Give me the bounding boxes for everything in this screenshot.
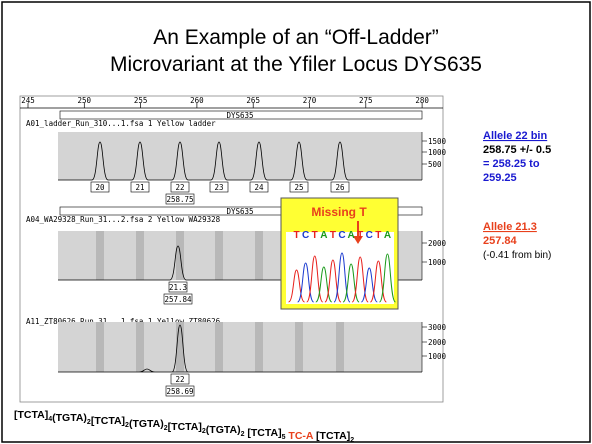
note-line: (-0.41 from bin) (483, 250, 551, 261)
allele-label: 21.3 (169, 283, 187, 292)
base-call: T (330, 230, 336, 241)
note-heading: Allele 21.3 (483, 221, 537, 233)
base-call: T (312, 230, 318, 241)
allele-label: 21 (135, 183, 144, 192)
bin-stripe (336, 322, 344, 372)
base-call: C (366, 230, 373, 241)
size-label: 257.84 (164, 295, 192, 304)
base-call: T (375, 230, 381, 241)
ruler-label: 245 (21, 96, 35, 105)
trace-area (58, 322, 422, 372)
bin-stripe (295, 322, 303, 372)
note-heading: Allele 22 bin (483, 130, 547, 142)
formula-part: [TCTA] (244, 427, 281, 439)
sample-name: A04_WA29328_Run_31...2.fsa 2 Yellow WA29… (26, 215, 221, 224)
formula-part: [TCTA] (14, 409, 48, 421)
y-tick-label: 2000 (428, 239, 447, 248)
ruler-label: 250 (78, 96, 92, 105)
allele-label: 22 (175, 375, 184, 384)
bin-stripe (136, 322, 144, 372)
y-tick-label: 3000 (428, 323, 447, 332)
y-tick-label: 1000 (428, 148, 447, 157)
formula-part: TC-A (286, 430, 314, 442)
note-line: 257.84 (483, 235, 518, 247)
formula-part: [TCTA] (91, 415, 125, 427)
marker-name: DYS635 (226, 207, 253, 216)
formula-part: (TGTA) (206, 424, 241, 436)
bin-stripe (96, 322, 104, 372)
bin-stripe (96, 231, 104, 280)
formula-part: (TGTA) (52, 412, 87, 424)
allele-label: 23 (214, 183, 223, 192)
slide: An Example of an “Off-Ladder” Microvaria… (0, 0, 592, 444)
formula-part: (TGTA) (129, 418, 164, 430)
note-line: = 258.25 to (483, 158, 540, 170)
inset-title: Missing T (311, 205, 367, 219)
allele-label: 22 (175, 183, 184, 192)
ruler-label: 260 (190, 96, 204, 105)
allele-label: 26 (335, 183, 345, 192)
size-label: 258.69 (166, 387, 193, 396)
trace-area (58, 132, 422, 180)
allele-label: 25 (294, 183, 303, 192)
bin-stripe (215, 322, 223, 372)
ruler-label: 255 (134, 96, 148, 105)
base-call: C (338, 230, 345, 241)
ruler-label: 265 (246, 96, 260, 105)
bin-stripe (255, 231, 263, 280)
formula-subscript: 2 (350, 437, 354, 444)
formula-part: [TCTA] (313, 430, 350, 442)
ruler-label: 270 (303, 96, 317, 105)
base-call: T (357, 230, 363, 241)
y-tick-label: 2000 (428, 338, 447, 347)
marker-name: DYS635 (226, 111, 253, 120)
allele-label: 20 (95, 183, 105, 192)
base-call: A (384, 230, 391, 241)
ruler-label: 275 (359, 96, 373, 105)
formula-part: [TCTA] (168, 421, 202, 433)
note-line: 258.75 +/- 0.5 (483, 144, 551, 156)
title-line: An Example of an “Off-Ladder” (153, 26, 439, 49)
base-call: C (302, 230, 309, 241)
ruler-label: 280 (415, 96, 429, 105)
base-call: A (320, 230, 327, 241)
title-line: Microvariant at the Yfiler Locus DYS635 (110, 53, 482, 76)
bin-stripe (255, 322, 263, 372)
y-tick-label: 500 (428, 160, 442, 169)
size-label: 258.75 (166, 195, 193, 204)
note-line: 259.25 (483, 172, 517, 184)
y-tick-label: 1500 (428, 137, 447, 146)
base-call: A (347, 230, 354, 241)
bin-stripe (136, 231, 144, 280)
sample-name: A01_ladder_Run_310...1.fsa 1 Yellow ladd… (26, 119, 216, 128)
allele-label: 24 (254, 183, 264, 192)
y-tick-label: 1000 (428, 258, 447, 267)
bin-stripe (215, 231, 223, 280)
base-call: T (293, 230, 299, 241)
y-tick-label: 1000 (428, 352, 447, 361)
